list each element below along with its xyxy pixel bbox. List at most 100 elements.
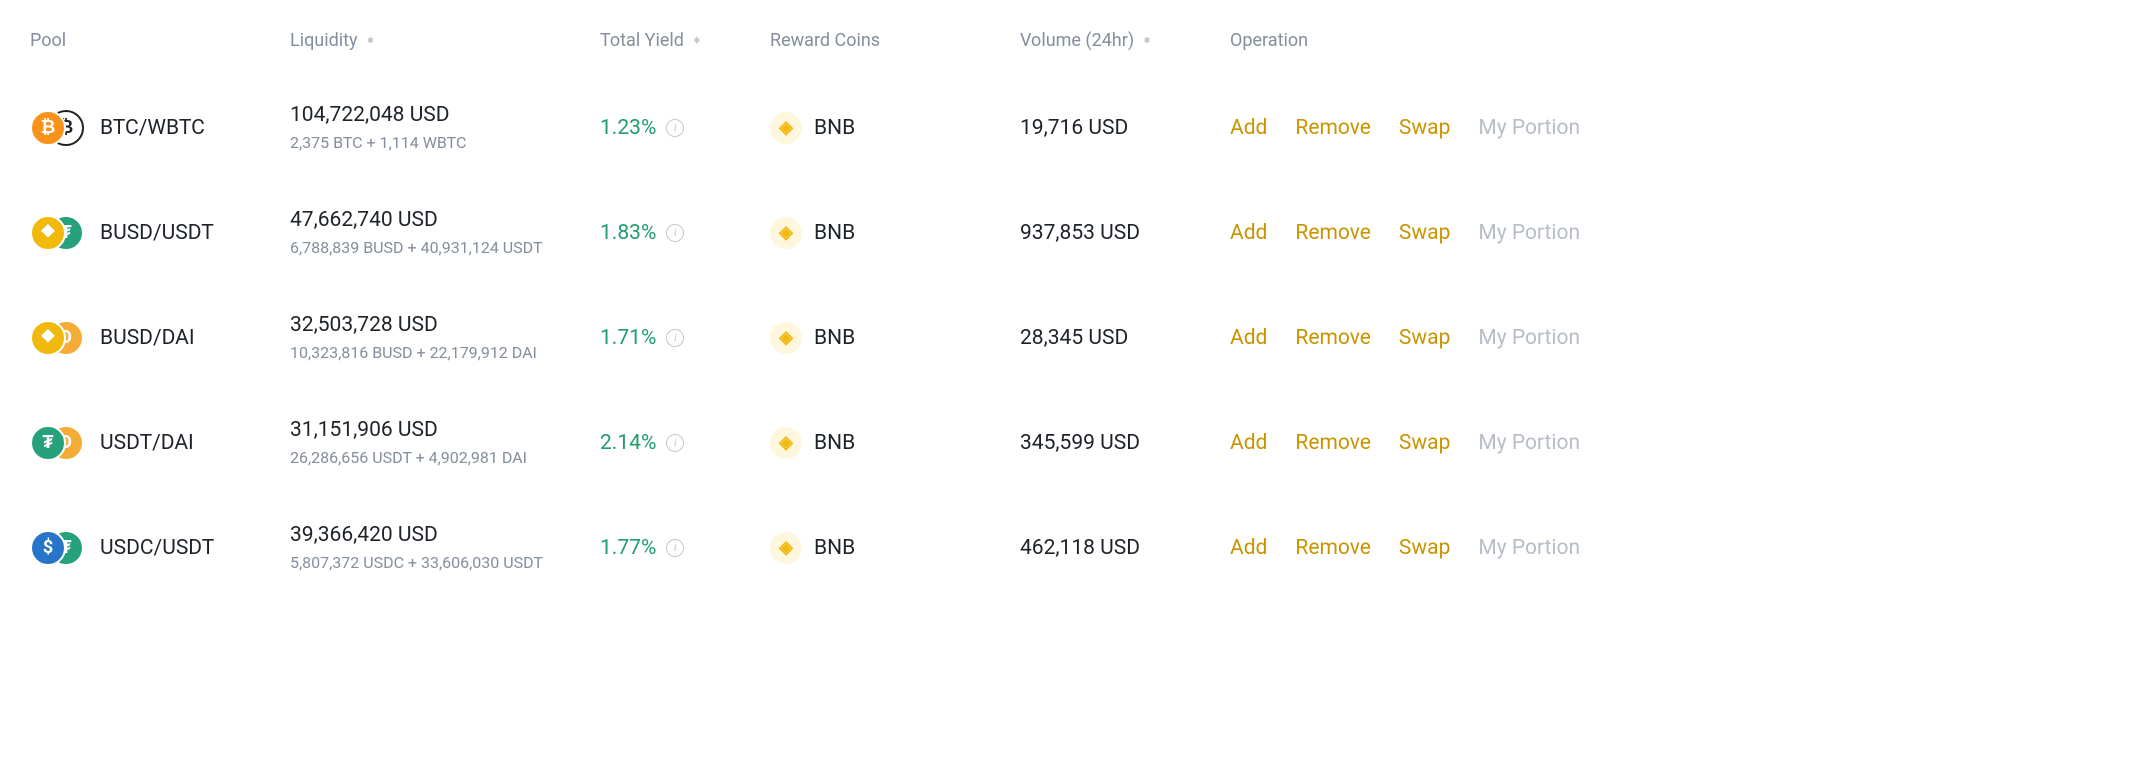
- col-yield[interactable]: Total Yield ▲▼: [600, 30, 770, 51]
- liquidity-cell: 104,722,048 USD 2,375 BTC + 1,114 WBTC: [290, 103, 600, 152]
- coin-icon: ₿: [30, 110, 66, 146]
- coin-icon: $: [30, 530, 66, 566]
- yield-value: 1.83%: [600, 221, 656, 245]
- liquidity-value: 104,722,048 USD: [290, 103, 450, 127]
- pool-cell: $₮ USDC/USDT: [30, 530, 290, 566]
- sort-icon[interactable]: ▲▼: [692, 40, 702, 42]
- my-portion-button[interactable]: My Portion: [1478, 431, 1580, 455]
- add-button[interactable]: Add: [1230, 326, 1267, 350]
- operations-cell: Add Remove Swap My Portion: [1230, 326, 2114, 350]
- add-button[interactable]: Add: [1230, 221, 1267, 245]
- liquidity-value: 32,503,728 USD: [290, 313, 438, 337]
- my-portion-button[interactable]: My Portion: [1478, 221, 1580, 245]
- info-icon[interactable]: i: [666, 329, 684, 347]
- table-header: Pool Liquidity ▲▼ Total Yield ▲▼ Reward …: [30, 20, 2114, 75]
- add-button[interactable]: Add: [1230, 536, 1267, 560]
- operations-cell: Add Remove Swap My Portion: [1230, 116, 2114, 140]
- sort-icon[interactable]: ▲▼: [366, 40, 376, 42]
- bnb-icon: ◈: [770, 217, 802, 249]
- reward-coin-name: BNB: [814, 536, 855, 560]
- col-liquidity[interactable]: Liquidity ▲▼: [290, 30, 600, 51]
- yield-value: 1.77%: [600, 536, 656, 560]
- reward-cell: ◈ BNB: [770, 217, 1020, 249]
- col-yield-label: Total Yield: [600, 30, 684, 51]
- sort-icon[interactable]: ▲▼: [1142, 40, 1152, 42]
- yield-cell: 2.14% i: [600, 431, 770, 455]
- bnb-icon: ◈: [770, 112, 802, 144]
- liquidity-breakdown: 26,286,656 USDT + 4,902,981 DAI: [290, 448, 527, 467]
- table-row: ⯁ÐBUSD/DAI32,503,728 USD 10,323,816 BUSD …: [30, 285, 2114, 390]
- liquidity-cell: 39,366,420 USD5,807,372 USDC + 33,606,03…: [290, 523, 600, 572]
- liquidity-breakdown: 2,375 BTC + 1,114 WBTC: [290, 133, 466, 152]
- operations-cell: Add Remove Swap My Portion: [1230, 221, 2114, 245]
- swap-button[interactable]: Swap: [1399, 116, 1450, 140]
- yield-cell: 1.71% i: [600, 326, 770, 350]
- my-portion-button[interactable]: My Portion: [1478, 536, 1580, 560]
- table-row: ₿₿ BTC/WBTC 104,722,048 USD 2,375 BTC + 1,1…: [30, 75, 2114, 180]
- yield-value: 2.14%: [600, 431, 656, 455]
- liquidity-breakdown: 6,788,839 BUSD + 40,931,124 USDT: [290, 238, 542, 257]
- col-volume-label: Volume (24hr): [1020, 30, 1134, 51]
- info-icon[interactable]: i: [666, 224, 684, 242]
- table-row: ₮ÐUSDT/DAI31,151,906 USD26,286,656 USDT …: [30, 390, 2114, 495]
- swap-button[interactable]: Swap: [1399, 431, 1450, 455]
- remove-button[interactable]: Remove: [1295, 536, 1371, 560]
- col-liquidity-label: Liquidity: [290, 30, 358, 51]
- yield-cell: 1.83% i: [600, 221, 770, 245]
- pool-cell: ⯁ÐBUSD/DAI: [30, 320, 290, 356]
- reward-coin-name: BNB: [814, 431, 855, 455]
- reward-coin-name: BNB: [814, 116, 855, 140]
- reward-cell: ◈ BNB: [770, 427, 1020, 459]
- pair-name: USDC/USDT: [100, 536, 214, 560]
- col-operation-label: Operation: [1230, 30, 1308, 51]
- coin-pair-icon: $₮: [30, 530, 84, 566]
- volume-value: 28,345 USD: [1020, 326, 1230, 350]
- col-pool[interactable]: Pool: [30, 30, 290, 51]
- yield-value: 1.71%: [600, 326, 656, 350]
- liquidity-pool-table: Pool Liquidity ▲▼ Total Yield ▲▼ Reward …: [30, 20, 2114, 600]
- reward-cell: ◈BNB: [770, 532, 1020, 564]
- col-volume[interactable]: Volume (24hr) ▲▼: [1020, 30, 1230, 51]
- coin-icon: ⯁: [30, 320, 66, 356]
- bnb-icon: ◈: [770, 427, 802, 459]
- swap-button[interactable]: Swap: [1399, 536, 1450, 560]
- my-portion-button[interactable]: My Portion: [1478, 116, 1580, 140]
- pair-name: BTC/WBTC: [100, 116, 205, 140]
- pair-name: BUSD/USDT: [100, 221, 214, 245]
- yield-value: 1.23%: [600, 116, 656, 140]
- liquidity-cell: 31,151,906 USD26,286,656 USDT + 4,902,98…: [290, 418, 600, 467]
- pool-cell: ⯁₮BUSD/USDT: [30, 215, 290, 251]
- col-reward[interactable]: Reward Coins: [770, 30, 1020, 51]
- remove-button[interactable]: Remove: [1295, 326, 1371, 350]
- volume-value: 19,716 USD: [1020, 116, 1230, 140]
- col-pool-label: Pool: [30, 30, 66, 51]
- remove-button[interactable]: Remove: [1295, 431, 1371, 455]
- remove-button[interactable]: Remove: [1295, 221, 1371, 245]
- yield-cell: 1.77% i: [600, 536, 770, 560]
- reward-cell: ◈ BNB: [770, 112, 1020, 144]
- reward-cell: ◈BNB: [770, 322, 1020, 354]
- my-portion-button[interactable]: My Portion: [1478, 326, 1580, 350]
- yield-cell: 1.23% i: [600, 116, 770, 140]
- add-button[interactable]: Add: [1230, 116, 1267, 140]
- coin-pair-icon: ⯁Ð: [30, 320, 84, 356]
- info-icon[interactable]: i: [666, 434, 684, 452]
- swap-button[interactable]: Swap: [1399, 326, 1450, 350]
- coin-icon: ⯁: [30, 215, 66, 251]
- coin-pair-icon: ₿₿: [30, 110, 84, 146]
- operations-cell: Add Remove Swap My Portion: [1230, 431, 2114, 455]
- liquidity-breakdown: 10,323,816 BUSD + 22,179,912 DAI: [290, 343, 537, 362]
- info-icon[interactable]: i: [666, 539, 684, 557]
- info-icon[interactable]: i: [666, 119, 684, 137]
- volume-value: 937,853 USD: [1020, 221, 1230, 245]
- swap-button[interactable]: Swap: [1399, 221, 1450, 245]
- pool-cell: ₮ÐUSDT/DAI: [30, 425, 290, 461]
- table-row: $₮ USDC/USDT 39,366,420 USD5,807,372 USDC …: [30, 495, 2114, 600]
- reward-coin-name: BNB: [814, 221, 855, 245]
- pool-cell: ₿₿ BTC/WBTC: [30, 110, 290, 146]
- bnb-icon: ◈: [770, 322, 802, 354]
- add-button[interactable]: Add: [1230, 431, 1267, 455]
- remove-button[interactable]: Remove: [1295, 116, 1371, 140]
- operations-cell: Add Remove Swap My Portion: [1230, 536, 2114, 560]
- liquidity-cell: 47,662,740 USD6,788,839 BUSD + 40,931,12…: [290, 208, 600, 257]
